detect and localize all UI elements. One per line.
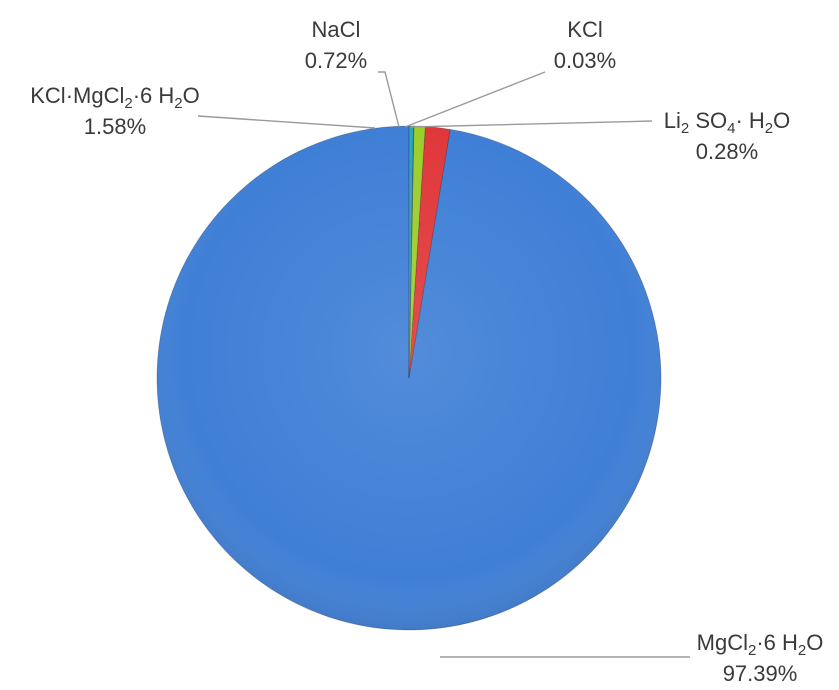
- slice-label: MgCl2·6 H2O: [697, 630, 824, 659]
- slice-value-label: 0.72%: [305, 48, 367, 73]
- slice-value-label: 0.03%: [554, 48, 616, 73]
- slice-label: NaCl: [312, 17, 361, 42]
- slice-value-label: 97.39%: [723, 661, 798, 686]
- leader-line: [404, 71, 546, 128]
- leader-line: [409, 120, 653, 128]
- leader-line: [197, 115, 376, 129]
- leader-lines: [197, 71, 690, 658]
- slice-label: Li2 SO4· H2O: [664, 108, 791, 137]
- leader-line: [378, 71, 400, 128]
- slice-label: KCl·MgCl2·6 H2O: [30, 83, 200, 112]
- slice-label: KCl: [567, 17, 602, 42]
- pie-slices: [156, 125, 662, 631]
- slice-value-label: 1.58%: [84, 114, 146, 139]
- slice-value-label: 0.28%: [696, 139, 758, 164]
